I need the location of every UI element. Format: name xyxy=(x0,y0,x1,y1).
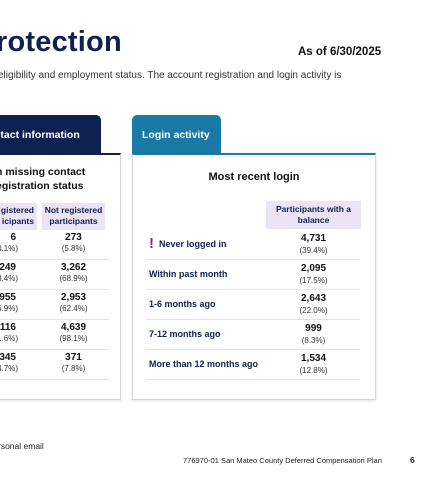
footer-plan-name: 776970-01 San Mateo County Deferred Comp… xyxy=(183,456,382,465)
tab-contact-label: ntact information xyxy=(0,128,80,141)
not-registered-percent: (98.1%) xyxy=(59,334,88,343)
tab-login-activity[interactable]: Login activity xyxy=(132,115,221,154)
table-row: 116 1.6%) 4,639 (98.1%) xyxy=(0,320,109,350)
participants-balance-column-header: Participants with a balance xyxy=(266,201,361,229)
registered-value: 116 xyxy=(0,322,16,333)
login-row-value: 1,534 xyxy=(300,353,327,364)
contact-panel xyxy=(0,153,121,400)
not-registered-percent: (7.8%) xyxy=(61,364,86,373)
balance-header-line-2: balance xyxy=(297,215,330,225)
not-registered-value: 273 xyxy=(65,232,82,243)
not-registered-column-header: Not registered participants xyxy=(42,203,105,230)
registered-column-header: gistered icipants xyxy=(0,203,37,230)
registered-percent: 26.9%) xyxy=(0,304,18,313)
login-row-7-12-months: 7-12 months ago 999 (8.3%) xyxy=(146,320,360,350)
table-row: 345 4.7%) 371 (7.8%) xyxy=(0,350,109,380)
footnote: rsonal email xyxy=(0,441,44,451)
contact-heading-line-2: egistration status xyxy=(0,180,84,192)
login-row-label: 7-12 months ago xyxy=(149,329,221,339)
login-row-label: 1-6 months ago xyxy=(149,299,216,309)
login-panel xyxy=(132,153,376,400)
tab-contact-information[interactable]: ntact information xyxy=(0,115,101,154)
registered-header-line-1: gistered xyxy=(0,205,34,215)
login-row-percent: (39.4%) xyxy=(299,246,328,255)
not-registered-percent: (62.4%) xyxy=(59,304,88,313)
registered-percent: 1.6%) xyxy=(0,334,18,343)
not-registered-percent: (5.8%) xyxy=(61,244,86,253)
login-row-past-month: Within past month 2,095 (17.5%) xyxy=(146,260,360,290)
registered-value: 345 xyxy=(0,352,16,363)
table-row: 6 0.1%) 273 (5.8%) xyxy=(0,230,109,260)
login-row-never: ! Never logged in 4,731 (39.4%) xyxy=(146,230,360,260)
registered-value: 6 xyxy=(10,232,16,243)
page-subtitle: eligibility and employment status. The a… xyxy=(0,70,342,81)
not-registered-value: 2,953 xyxy=(60,292,87,303)
not-registered-header-line-2: participants xyxy=(49,216,98,226)
registered-percent: 4.7%) xyxy=(0,364,18,373)
login-row-label: Never logged in xyxy=(159,239,227,249)
login-row-percent: (22.0%) xyxy=(299,306,328,315)
login-row-label: More than 12 months ago xyxy=(149,359,259,369)
login-row-label: Within past month xyxy=(149,269,228,279)
login-row-value: 2,643 xyxy=(300,293,327,304)
as-of-date: As of 6/30/2025 xyxy=(298,46,382,58)
login-row-value: 2,095 xyxy=(300,263,327,274)
registered-value: ,955 xyxy=(0,292,16,303)
not-registered-header-line-1: Not registered xyxy=(44,205,103,215)
exclamation-icon: ! xyxy=(149,235,154,252)
table-row: 249 3.4%) 3,262 (68.9%) xyxy=(0,260,109,290)
login-row-percent: (17.5%) xyxy=(299,276,328,285)
page-number: 6 xyxy=(410,455,415,465)
login-row-value: 999 xyxy=(305,323,322,334)
not-registered-value: 371 xyxy=(65,352,82,363)
login-row-percent: (8.3%) xyxy=(301,336,326,345)
login-row-12-plus-months: More than 12 months ago 1,534 (12.8%) xyxy=(146,350,360,380)
registered-percent: 0.1%) xyxy=(0,244,18,253)
registered-header-line-2: icipants xyxy=(1,216,34,226)
login-row-value: 4,731 xyxy=(300,233,327,244)
not-registered-value: 4,639 xyxy=(60,322,87,333)
page-title: rotection xyxy=(0,26,122,58)
contact-panel-heading: n missing contact egistration status xyxy=(0,165,116,193)
contact-heading-line-1: n missing contact xyxy=(0,166,86,178)
login-panel-heading: Most recent login xyxy=(208,171,300,183)
login-row-percent: (12.8%) xyxy=(299,366,328,375)
tab-login-label: Login activity xyxy=(142,128,210,141)
login-row-1-6-months: 1-6 months ago 2,643 (22.0%) xyxy=(146,290,360,320)
not-registered-percent: (68.9%) xyxy=(59,274,88,283)
not-registered-value: 3,262 xyxy=(60,262,87,273)
registered-value: 249 xyxy=(0,262,16,273)
balance-header-line-1: Participants with a xyxy=(275,204,352,214)
registered-percent: 3.4%) xyxy=(0,274,18,283)
table-row: ,955 26.9%) 2,953 (62.4%) xyxy=(0,290,109,320)
